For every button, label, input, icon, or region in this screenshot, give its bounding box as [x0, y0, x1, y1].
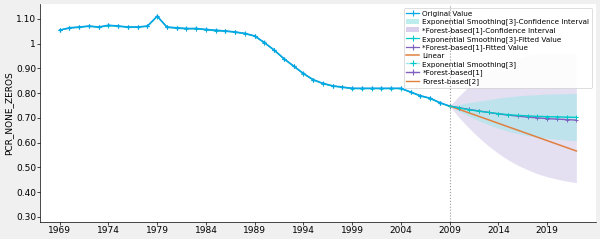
Legend: Original Value, Exponential Smoothing[3]-Confidence Interval, *Forest-based[1]-C: Original Value, Exponential Smoothing[3]…	[404, 8, 592, 88]
Y-axis label: PCR_NONE_ZEROS: PCR_NONE_ZEROS	[4, 71, 13, 155]
